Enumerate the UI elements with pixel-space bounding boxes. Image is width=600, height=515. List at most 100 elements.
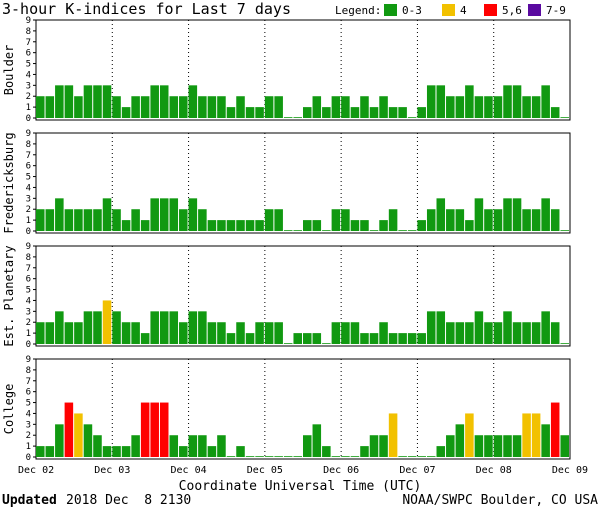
- bar: [150, 85, 159, 118]
- bar: [283, 343, 293, 344]
- y-tick-label: 4: [26, 296, 31, 306]
- bar: [379, 322, 388, 344]
- bar: [245, 333, 255, 344]
- bar: [360, 333, 369, 344]
- bar: [198, 96, 207, 118]
- bar: [264, 456, 274, 457]
- y-tick-label: 4: [26, 183, 31, 193]
- bar: [388, 413, 398, 457]
- panel-label: Fredericksburg: [2, 132, 16, 233]
- x-tick-label: Dec 02: [18, 465, 54, 476]
- bar: [255, 220, 264, 231]
- bar: [226, 456, 236, 457]
- bar: [169, 198, 179, 231]
- bar: [541, 198, 550, 231]
- bar: [64, 402, 74, 457]
- legend-label-2: 5,6: [502, 4, 522, 17]
- bar: [531, 96, 541, 118]
- bar: [198, 209, 207, 231]
- bar: [83, 85, 93, 118]
- y-tick-label: 6: [26, 388, 31, 398]
- bar: [550, 209, 560, 231]
- bar: [417, 456, 426, 457]
- bar: [312, 220, 322, 231]
- panel-label: Boulder: [2, 45, 16, 96]
- y-tick-label: 8: [26, 366, 31, 376]
- bar: [283, 230, 293, 231]
- bar: [293, 333, 302, 344]
- bar: [474, 311, 484, 344]
- bar: [45, 446, 55, 457]
- bar: [36, 96, 45, 118]
- bar: [226, 333, 236, 344]
- bar: [455, 209, 465, 231]
- bar: [541, 85, 550, 118]
- bar: [131, 435, 140, 457]
- bar: [112, 209, 121, 231]
- bar: [493, 209, 503, 231]
- legend: Legend: 0-3 4 5,6 7-9: [335, 4, 566, 17]
- legend-label-0: 0-3: [402, 4, 422, 17]
- bar: [484, 435, 493, 457]
- bar: [436, 446, 446, 457]
- bar: [131, 322, 140, 344]
- bar: [531, 322, 541, 344]
- bar: [512, 322, 522, 344]
- y-tick-label: 2: [26, 205, 31, 215]
- bar: [550, 402, 560, 457]
- y-tick-label: 1: [26, 442, 31, 452]
- bar: [55, 424, 64, 457]
- bar: [245, 220, 255, 231]
- y-tick-label: 6: [26, 49, 31, 59]
- updated-label: Updated: [2, 493, 57, 508]
- bar: [436, 85, 446, 118]
- bar: [350, 107, 360, 118]
- bar: [102, 300, 112, 344]
- bar: [169, 96, 179, 118]
- y-tick-label: 0: [26, 340, 31, 350]
- bar: [541, 424, 550, 457]
- bar: [503, 311, 512, 344]
- bar: [493, 96, 503, 118]
- bar: [455, 424, 465, 457]
- bar: [36, 446, 45, 457]
- bar: [293, 230, 302, 231]
- bar: [522, 209, 531, 231]
- bar: [55, 198, 64, 231]
- bar: [74, 322, 83, 344]
- bar: [293, 456, 302, 457]
- y-tick-label: 7: [26, 151, 31, 161]
- bar: [360, 446, 369, 457]
- bar: [322, 343, 331, 344]
- bar: [274, 322, 283, 344]
- bar: [474, 435, 484, 457]
- bar: [426, 311, 436, 344]
- bar: [417, 333, 426, 344]
- bar: [426, 209, 436, 231]
- bar: [369, 435, 379, 457]
- bar: [560, 230, 569, 231]
- bar: [503, 435, 512, 457]
- bar: [188, 311, 198, 344]
- bar: [465, 85, 474, 118]
- bar: [93, 209, 102, 231]
- bar: [531, 209, 541, 231]
- bar: [140, 220, 150, 231]
- y-tick-label: 3: [26, 420, 31, 430]
- bar: [140, 402, 150, 457]
- bar: [426, 85, 436, 118]
- bar: [446, 209, 455, 231]
- bar: [446, 322, 455, 344]
- panels: 0123456789Boulder0123456789Fredericksbur…: [2, 16, 571, 463]
- bar: [74, 209, 83, 231]
- legend-label-3: 7-9: [546, 4, 566, 17]
- y-tick-label: 4: [26, 70, 31, 80]
- bar: [102, 85, 112, 118]
- bar: [217, 435, 226, 457]
- x-tick-label: Dec 08: [476, 465, 512, 476]
- bar: [446, 435, 455, 457]
- x-axis-ticks: Dec 02 Dec 03 Dec 04 Dec 05 Dec 06 Dec 07 Dec …: [18, 465, 588, 476]
- x-tick-label: Dec 07: [399, 465, 435, 476]
- bar: [236, 96, 245, 118]
